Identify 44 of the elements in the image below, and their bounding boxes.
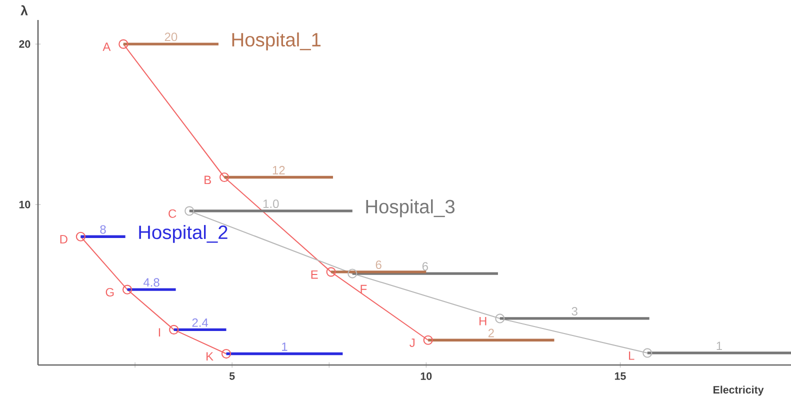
point bbox=[423, 335, 433, 345]
x-tick-label: 5 bbox=[229, 372, 235, 380]
annotation: K bbox=[206, 352, 214, 361]
point bbox=[642, 348, 652, 358]
point bbox=[348, 268, 358, 278]
annotation: Hospital_2 bbox=[139, 225, 228, 243]
series-label: 1 bbox=[282, 342, 288, 351]
annotation: E bbox=[311, 270, 318, 279]
point bbox=[169, 324, 179, 334]
series-label: 1 bbox=[716, 342, 722, 350]
point bbox=[184, 206, 194, 216]
annotation: C bbox=[168, 209, 176, 218]
annotation: D bbox=[60, 235, 68, 244]
annotation: F bbox=[360, 284, 367, 294]
point bbox=[221, 348, 232, 359]
y-axis-title: λ bbox=[20, 5, 28, 16]
series-label: 12 bbox=[272, 166, 285, 174]
annotation: A bbox=[102, 42, 111, 51]
annotation: L bbox=[628, 352, 634, 360]
series-label: 6 bbox=[422, 262, 428, 271]
x-tick-label: 10 bbox=[420, 372, 432, 380]
annotation: Hospital_3 bbox=[366, 199, 455, 218]
series-label: 2.4 bbox=[192, 318, 208, 327]
series-label: 20 bbox=[164, 32, 178, 42]
x-tick-label: 15 bbox=[614, 372, 626, 380]
series-label: 8 bbox=[100, 225, 106, 234]
annotation: G bbox=[106, 288, 114, 297]
series-label: 1.0 bbox=[263, 200, 279, 208]
point bbox=[495, 314, 505, 324]
point bbox=[76, 232, 86, 242]
point bbox=[326, 267, 336, 277]
annotation: B bbox=[204, 176, 211, 184]
x-axis-title: Electricity bbox=[714, 386, 764, 396]
annotation: I bbox=[158, 328, 160, 336]
annotation: Hospital_1 bbox=[232, 32, 321, 50]
point bbox=[122, 284, 132, 294]
series-label: 2 bbox=[488, 328, 494, 338]
annotation: J bbox=[410, 338, 414, 347]
point bbox=[118, 39, 128, 49]
series-label: 4.8 bbox=[143, 278, 160, 287]
point bbox=[220, 172, 230, 182]
series-label: 6 bbox=[376, 260, 382, 270]
annotation: H bbox=[480, 317, 486, 326]
series-label: 3 bbox=[572, 307, 578, 316]
